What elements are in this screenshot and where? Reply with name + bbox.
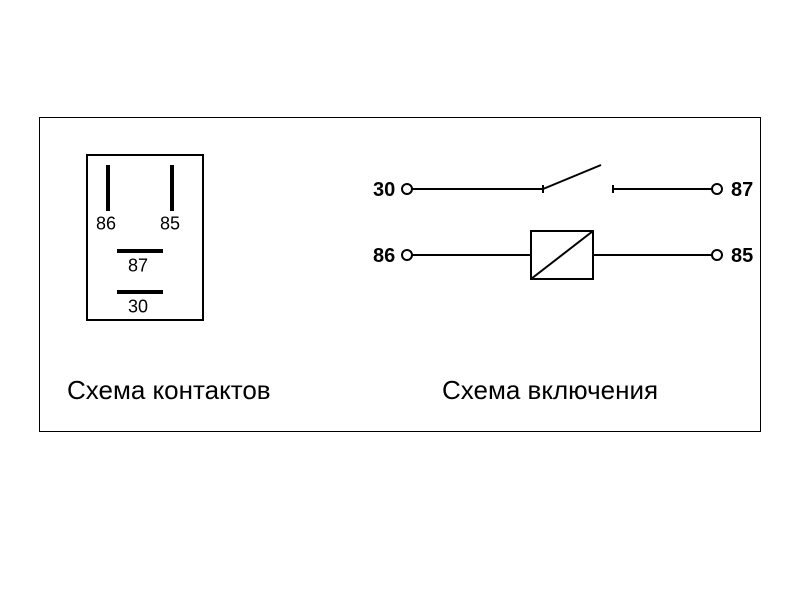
terminal-label-86: 86 (373, 245, 395, 267)
pin-label-86: 86 (96, 213, 116, 233)
terminal-30 (402, 184, 412, 194)
pin-30 (117, 290, 163, 294)
terminal-label-30: 30 (373, 179, 395, 201)
pin-label-30: 30 (128, 296, 148, 316)
terminal-label-87: 87 (731, 179, 753, 201)
pin-label-87: 87 (128, 255, 148, 275)
switch-arm (543, 165, 601, 189)
caption-pinout: Схема контактов (67, 375, 271, 406)
terminal-86 (402, 250, 412, 260)
pin-label-85: 85 (160, 213, 180, 233)
diagram-canvas: 86 85 87 30 30 87 86 85 Схема контактов Схема … (0, 0, 800, 600)
pin-87 (117, 249, 163, 253)
pin-86 (106, 165, 110, 211)
pin-85 (170, 165, 174, 211)
terminal-87 (712, 184, 722, 194)
terminal-85 (712, 250, 722, 260)
terminal-label-85: 85 (731, 245, 753, 267)
wiring-schematic: 30 87 86 85 (373, 155, 753, 325)
caption-schematic: Схема включения (442, 375, 658, 406)
pinout-diagram: 86 85 87 30 (47, 115, 243, 360)
